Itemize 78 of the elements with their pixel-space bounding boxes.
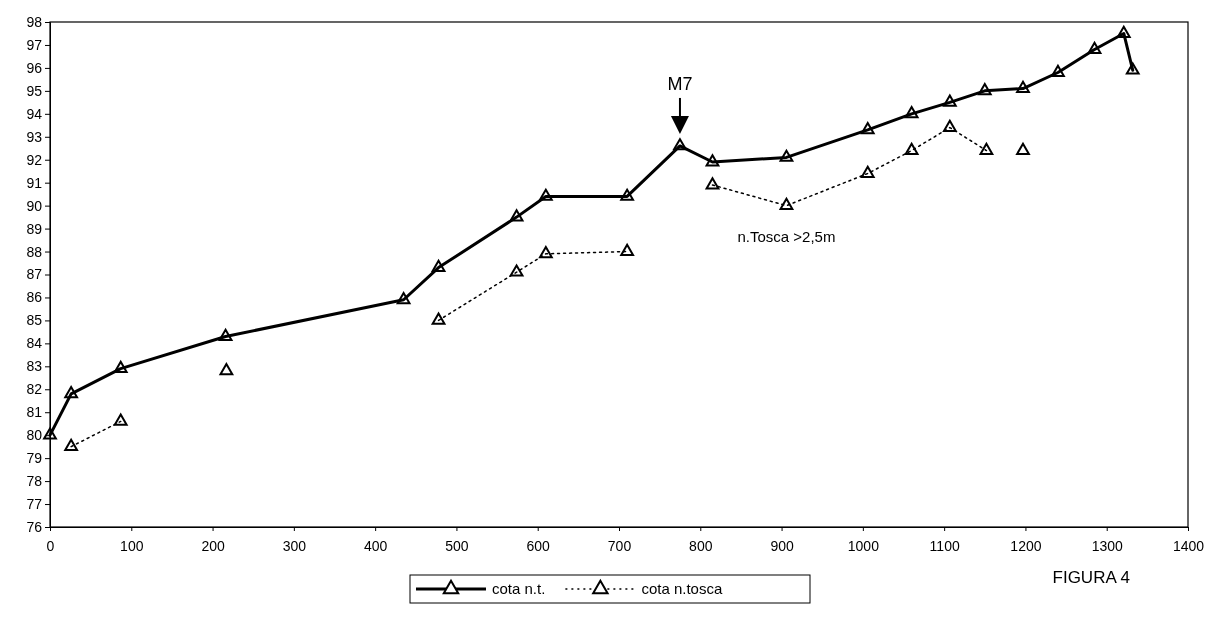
point (431, 259, 446, 273)
x-tick-label: 800 (689, 537, 713, 554)
point (620, 188, 635, 201)
point (1116, 25, 1131, 38)
x-tick-label: 1400 (1172, 537, 1205, 554)
x-tick-label: 100 (120, 537, 144, 554)
y-tick-label: 89 (26, 220, 43, 237)
x-tick-label: 1100 (929, 537, 960, 554)
point (942, 94, 957, 107)
point (1016, 142, 1030, 155)
y-tick-label: 77 (26, 496, 43, 513)
y-tick-label: 91 (26, 174, 43, 191)
point (942, 119, 957, 132)
point (904, 142, 919, 155)
x-tick-label: 1000 (847, 537, 880, 554)
annotation: n.Tosca >2,5m (737, 227, 836, 245)
x-tick-label: 0 (46, 537, 55, 554)
point (779, 197, 794, 211)
text: FIGURA 4 (1052, 568, 1130, 587)
y-tick-label: 79 (26, 450, 43, 467)
point (509, 209, 524, 222)
y-tick-label: 94 (26, 105, 43, 122)
point (218, 328, 233, 341)
point (705, 177, 720, 190)
y-tick-label: 84 (26, 335, 43, 352)
point (979, 142, 994, 155)
point (538, 188, 553, 201)
point (620, 243, 635, 256)
y-tick-label: 78 (26, 473, 43, 490)
y-tick-label: 88 (26, 243, 43, 260)
point (860, 122, 875, 135)
point (509, 264, 524, 277)
x-tick-label: 1300 (1091, 537, 1123, 554)
y-tick-label: 86 (26, 289, 43, 306)
legend-label: cota n.tosca (641, 580, 723, 597)
point (64, 386, 79, 399)
y-tick-label: 80 (26, 427, 43, 444)
point (977, 83, 992, 96)
x-tick-label: 400 (363, 537, 388, 554)
point (113, 360, 128, 374)
point (673, 138, 687, 151)
point (64, 438, 79, 452)
x-tick-label: 700 (607, 537, 632, 554)
point (1016, 80, 1030, 93)
y-tick-label: 97 (26, 36, 43, 53)
y-tick-label: 76 (26, 518, 43, 535)
point (113, 413, 128, 426)
y-tick-label: 96 (26, 59, 43, 76)
point (1125, 62, 1140, 75)
point (538, 246, 553, 259)
y-tick-label: 81 (26, 404, 43, 421)
y-tick-label: 83 (26, 358, 43, 375)
y-tick-label: 82 (26, 381, 43, 398)
point (779, 149, 794, 162)
x-tick-label: 500 (445, 537, 469, 554)
y-tick-label: 90 (26, 197, 43, 214)
point (43, 427, 57, 440)
legend-label: cota n.t. (492, 580, 546, 597)
y-tick-label: 87 (26, 266, 43, 283)
point (396, 291, 411, 305)
y-tick-label: 98 (26, 13, 43, 30)
y-tick-label: 85 (26, 312, 43, 329)
point (705, 154, 720, 167)
point (1051, 64, 1065, 77)
x-tick-label: 200 (201, 537, 225, 554)
point (1087, 41, 1102, 54)
point (219, 363, 234, 376)
annotation: M7 (667, 73, 693, 94)
point (904, 106, 919, 119)
y-tick-label: 93 (26, 128, 43, 145)
point (431, 312, 446, 325)
y-tick-label: 95 (26, 82, 43, 99)
x-tick-label: 600 (526, 537, 551, 554)
x-tick-label: 900 (770, 537, 794, 554)
point (860, 165, 875, 178)
x-tick-label: 300 (282, 537, 307, 554)
x-tick-label: 1200 (1010, 537, 1042, 554)
y-tick-label: 92 (26, 151, 43, 168)
